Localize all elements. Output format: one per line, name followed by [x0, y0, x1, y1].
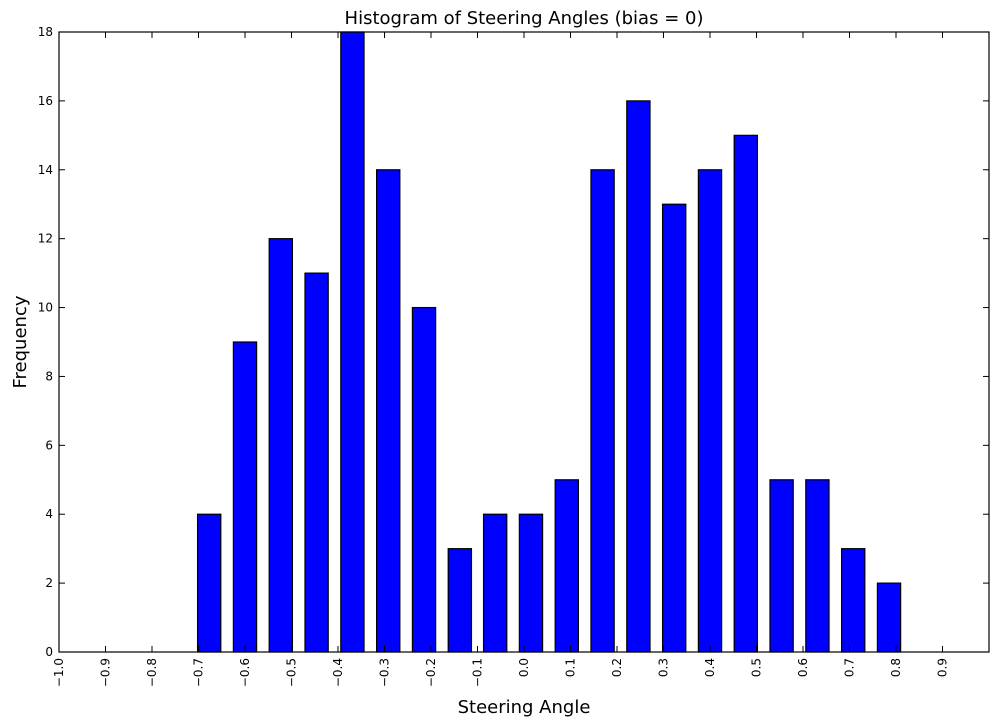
- x-tick-label: −0.9: [99, 658, 113, 687]
- histogram-bar: [304, 272, 329, 653]
- y-tick-label: 14: [38, 163, 53, 177]
- histogram-bar: [769, 479, 794, 653]
- y-tick-label: 16: [38, 94, 53, 108]
- x-tick-label: −0.5: [285, 658, 299, 687]
- x-tick-label: 0.3: [657, 658, 671, 677]
- x-tick-label: −0.4: [331, 658, 345, 687]
- y-tick-label: 12: [38, 232, 53, 246]
- chart-title: Histogram of Steering Angles (bias = 0): [345, 8, 704, 29]
- x-axis-label: Steering Angle: [458, 697, 591, 718]
- y-tick-label: 6: [45, 438, 53, 452]
- x-tick-label: 0.5: [750, 658, 764, 677]
- x-axis: −1.0 −0.9 −0.8 −0.7 −0.6 −0.5 −0.4 −0.3 −0.2 −0.1…: [52, 32, 950, 687]
- x-tick-label: 0.9: [936, 658, 950, 677]
- histogram-bar: [876, 582, 902, 653]
- x-tick-label: 0.6: [796, 658, 810, 677]
- histogram-bar: [626, 100, 651, 653]
- x-tick-label: −0.7: [192, 658, 206, 687]
- histogram-bar: [196, 513, 222, 653]
- histogram-bar: [840, 548, 866, 653]
- x-tick-label: −0.3: [378, 658, 392, 687]
- y-tick-label: 4: [45, 507, 53, 521]
- bars-group: [196, 31, 902, 653]
- x-tick-label: 0.7: [843, 658, 857, 677]
- y-tick-label: 0: [45, 645, 53, 659]
- x-tick-label: −0.8: [145, 658, 159, 687]
- x-tick-label: 0.8: [889, 658, 903, 677]
- histogram-bar: [411, 306, 437, 653]
- histogram-bar: [447, 548, 473, 653]
- y-tick-label: 10: [38, 301, 53, 315]
- y-tick-label: 18: [38, 25, 53, 39]
- x-tick-label: −0.2: [424, 658, 438, 687]
- histogram-bar: [554, 479, 579, 653]
- x-tick-label: 0.1: [564, 658, 578, 677]
- histogram-bar: [733, 134, 759, 653]
- histogram-bar: [268, 238, 294, 653]
- histogram-bar: [518, 513, 544, 653]
- histogram-bar: [805, 479, 830, 653]
- x-tick-label: −0.6: [238, 658, 252, 687]
- y-tick-label: 2: [45, 576, 53, 590]
- histogram-bar: [482, 513, 508, 653]
- histogram-bar: [697, 169, 723, 653]
- x-tick-label: 0.4: [703, 658, 717, 677]
- y-axis: 0 2 4 6 8 10 12 14 16 18: [38, 25, 989, 659]
- histogram-bar: [340, 31, 365, 653]
- histogram-bar: [661, 203, 687, 653]
- histogram-bar: [590, 169, 615, 653]
- x-tick-label: 0.2: [610, 658, 624, 677]
- x-tick-label: −1.0: [52, 658, 66, 687]
- x-tick-label: −0.1: [471, 658, 485, 687]
- x-tick-label: 0.0: [517, 658, 531, 677]
- histogram-bar: [376, 169, 401, 653]
- y-tick-label: 8: [45, 369, 53, 383]
- y-axis-label: Frequency: [10, 295, 31, 388]
- histogram-bar: [232, 341, 258, 653]
